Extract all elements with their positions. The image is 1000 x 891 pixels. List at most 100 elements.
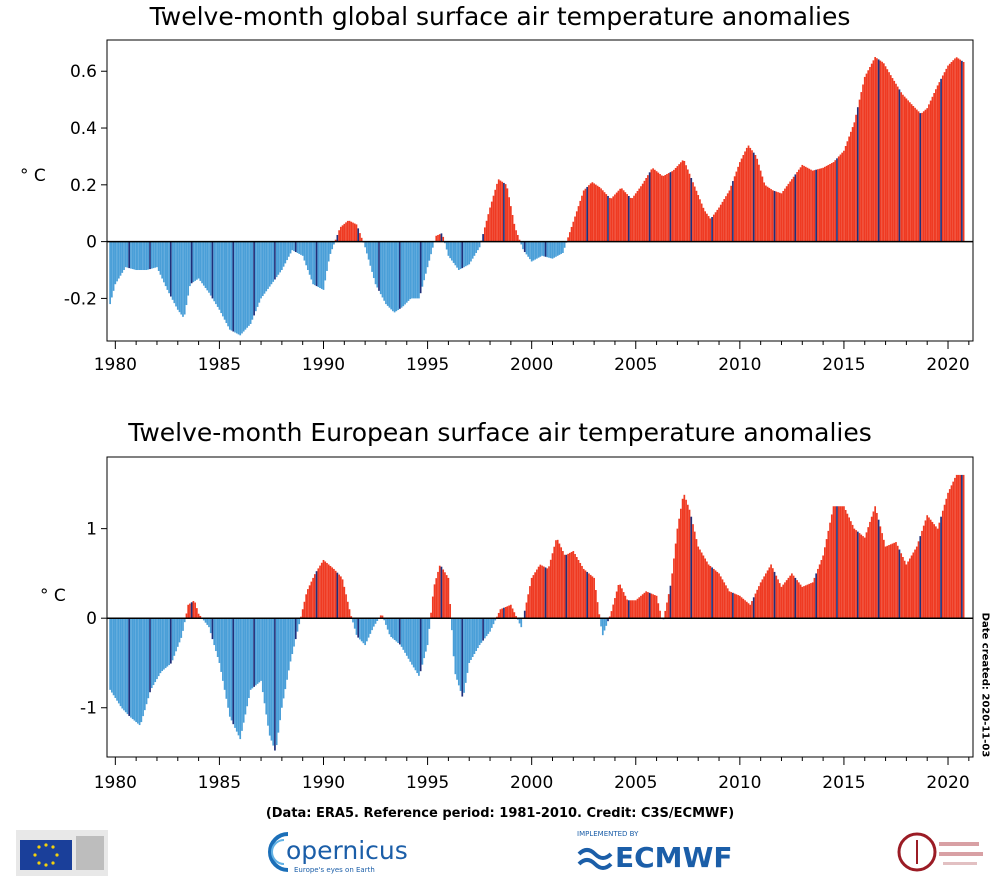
bar	[959, 59, 962, 242]
bar	[747, 603, 750, 619]
bar	[397, 618, 399, 643]
bar	[912, 552, 915, 619]
bar	[445, 241, 448, 250]
bar	[305, 241, 308, 266]
bar	[607, 195, 609, 242]
bar	[497, 179, 500, 242]
bar	[218, 618, 221, 663]
bar	[426, 618, 429, 646]
bar	[182, 241, 184, 317]
bar	[643, 592, 646, 619]
bar	[164, 618, 167, 669]
bar	[673, 169, 675, 242]
bar	[855, 530, 857, 619]
bar	[586, 186, 589, 242]
bar	[938, 82, 941, 242]
bar	[768, 567, 771, 619]
bar	[263, 241, 266, 294]
bar	[683, 494, 686, 619]
bar	[721, 201, 724, 242]
bar	[239, 241, 242, 336]
bar	[327, 564, 330, 619]
bar	[669, 585, 672, 619]
bar	[466, 241, 469, 266]
bar	[870, 63, 873, 242]
bar	[843, 150, 845, 242]
bar	[402, 241, 405, 307]
bar	[863, 537, 866, 619]
bar	[372, 618, 375, 627]
bar	[735, 594, 738, 619]
bar	[770, 564, 772, 619]
bar	[797, 169, 800, 242]
bar	[778, 583, 781, 619]
bar	[128, 241, 131, 269]
date-created-label: Date created: 2020-11-03	[979, 612, 991, 758]
bar	[699, 549, 701, 619]
bar	[157, 618, 160, 677]
bar	[962, 62, 965, 242]
bar	[230, 241, 233, 331]
bar	[390, 618, 393, 637]
bar	[843, 506, 845, 619]
bar	[520, 241, 523, 245]
bar	[759, 170, 762, 242]
bar	[248, 241, 250, 326]
bar	[506, 188, 509, 242]
bar	[712, 568, 715, 619]
bar	[841, 152, 844, 242]
bar	[627, 195, 630, 242]
bar	[773, 571, 776, 619]
bar	[359, 618, 361, 640]
bar	[176, 618, 179, 647]
y-tick-label: -0.2	[64, 289, 97, 309]
bar	[879, 526, 882, 619]
bar	[425, 618, 427, 652]
bar	[556, 241, 559, 256]
bar	[350, 616, 353, 619]
bar	[745, 147, 748, 242]
bar	[215, 618, 217, 652]
bar	[740, 158, 743, 242]
bar	[230, 618, 233, 721]
bar	[527, 241, 530, 257]
bar	[464, 618, 467, 683]
bar	[716, 571, 719, 619]
bar	[723, 582, 726, 619]
bar	[284, 618, 287, 690]
bar	[473, 241, 476, 256]
bar	[523, 610, 526, 619]
bar	[921, 112, 923, 242]
bar	[884, 66, 887, 242]
bar	[326, 562, 328, 619]
bar	[482, 618, 484, 641]
bar	[586, 571, 589, 619]
bar	[568, 232, 571, 242]
bar	[941, 510, 944, 619]
bar	[928, 104, 930, 242]
bar	[404, 241, 406, 305]
bar	[732, 181, 734, 242]
bar	[555, 241, 557, 257]
bar	[254, 618, 257, 686]
bar	[159, 618, 162, 674]
bar	[274, 241, 276, 280]
bar	[881, 533, 883, 619]
bar	[374, 241, 377, 285]
bar	[515, 615, 517, 619]
bar	[595, 184, 597, 242]
bar	[463, 618, 465, 693]
bar	[693, 186, 696, 242]
bar	[123, 241, 125, 271]
bar	[251, 618, 254, 689]
bar	[758, 586, 760, 619]
bar	[485, 220, 488, 242]
climate-change-service-logo	[895, 830, 990, 884]
copernicus-wordmark: opernicus	[286, 836, 408, 865]
bar	[608, 616, 611, 619]
bar	[182, 618, 184, 631]
bar	[615, 192, 618, 242]
bar	[641, 183, 644, 242]
bar	[900, 92, 903, 242]
bar	[758, 164, 760, 242]
